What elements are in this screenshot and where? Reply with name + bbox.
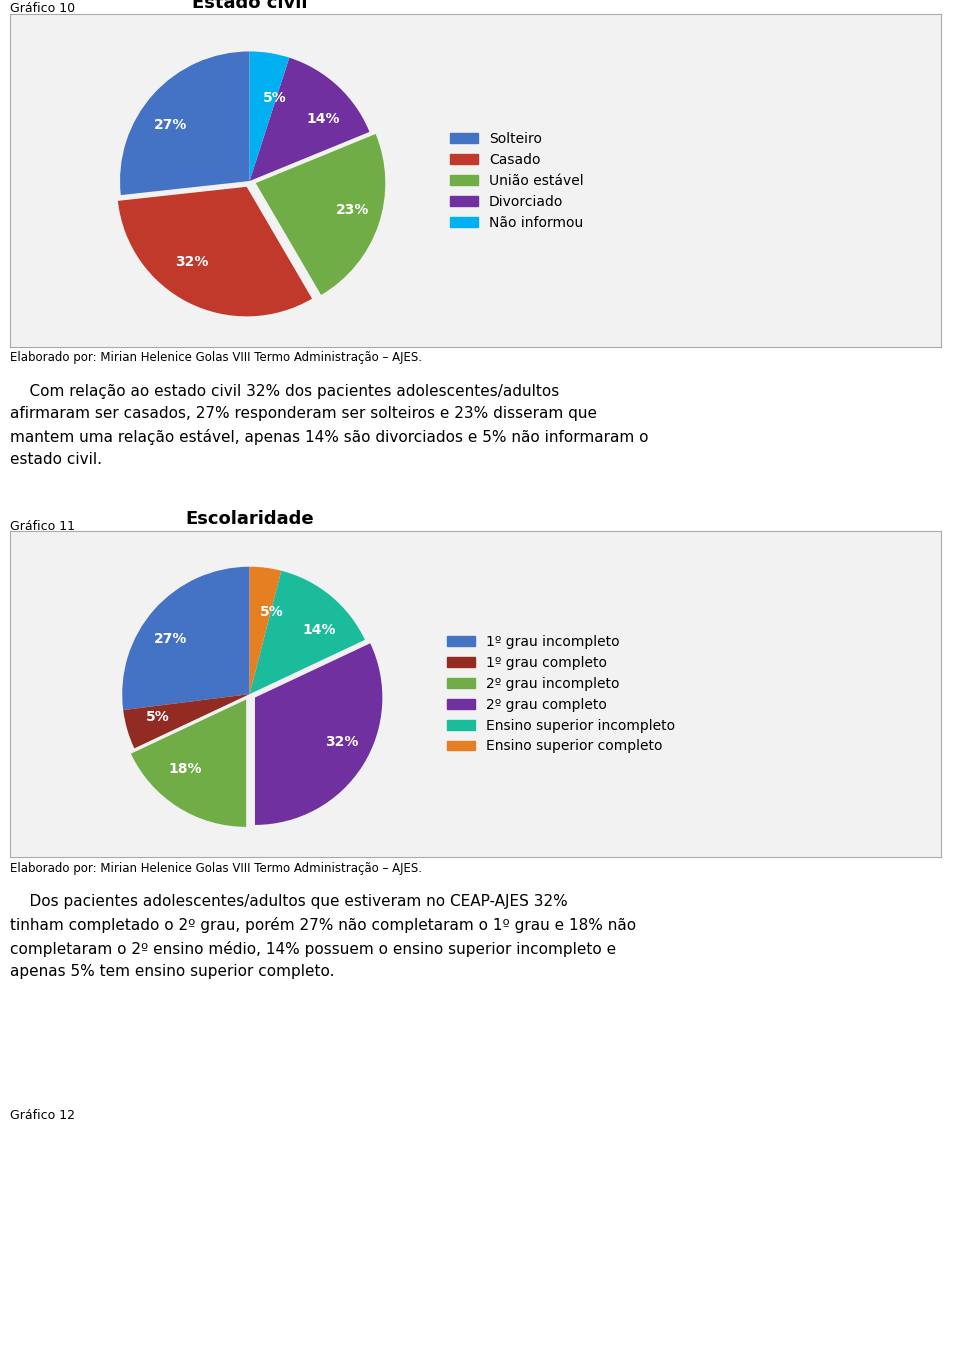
Text: Com relação ao estado civil 32% dos pacientes adolescentes/adultos
afirmaram ser: Com relação ao estado civil 32% dos paci… — [10, 384, 648, 467]
Legend: Solteiro, Casado, União estável, Divorciado, Não informou: Solteiro, Casado, União estável, Divorci… — [444, 127, 589, 235]
Text: 5%: 5% — [260, 604, 284, 619]
Text: 14%: 14% — [302, 623, 336, 637]
Text: Elaborado por: Mirian Helenice Golas VIII Termo Administração – AJES.: Elaborado por: Mirian Helenice Golas VII… — [10, 862, 421, 875]
Text: 18%: 18% — [168, 762, 202, 776]
Text: Dos pacientes adolescentes/adultos que estiveram no CEAP-AJES 32%
tinham complet: Dos pacientes adolescentes/adultos que e… — [10, 894, 636, 979]
Wedge shape — [255, 133, 385, 295]
Legend: 1º grau incompleto, 1º grau completo, 2º grau incompleto, 2º grau completo, Ensi: 1º grau incompleto, 1º grau completo, 2º… — [442, 629, 681, 759]
Wedge shape — [122, 566, 250, 710]
Wedge shape — [250, 52, 289, 181]
Wedge shape — [255, 644, 382, 825]
Wedge shape — [250, 57, 370, 181]
Wedge shape — [123, 694, 250, 749]
Text: 14%: 14% — [307, 112, 340, 127]
Text: 5%: 5% — [263, 91, 286, 105]
Title: Escolaridade: Escolaridade — [185, 510, 314, 528]
Text: 27%: 27% — [154, 118, 187, 132]
Text: Elaborado por: Mirian Helenice Golas VIII Termo Administração – AJES.: Elaborado por: Mirian Helenice Golas VII… — [10, 351, 421, 365]
Text: Gráfico 11: Gráfico 11 — [10, 520, 75, 534]
Text: 5%: 5% — [146, 710, 170, 724]
Text: 32%: 32% — [176, 255, 209, 269]
Text: 27%: 27% — [155, 633, 187, 646]
Text: Gráfico 12: Gráfico 12 — [10, 1109, 75, 1123]
Wedge shape — [118, 186, 312, 316]
Text: 32%: 32% — [324, 735, 358, 749]
Wedge shape — [250, 566, 281, 694]
Wedge shape — [120, 52, 250, 195]
Wedge shape — [131, 700, 246, 827]
Text: Gráfico 10: Gráfico 10 — [10, 1, 75, 15]
Title: Estado civil: Estado civil — [192, 0, 307, 12]
Wedge shape — [250, 570, 365, 694]
Text: 23%: 23% — [335, 203, 369, 218]
